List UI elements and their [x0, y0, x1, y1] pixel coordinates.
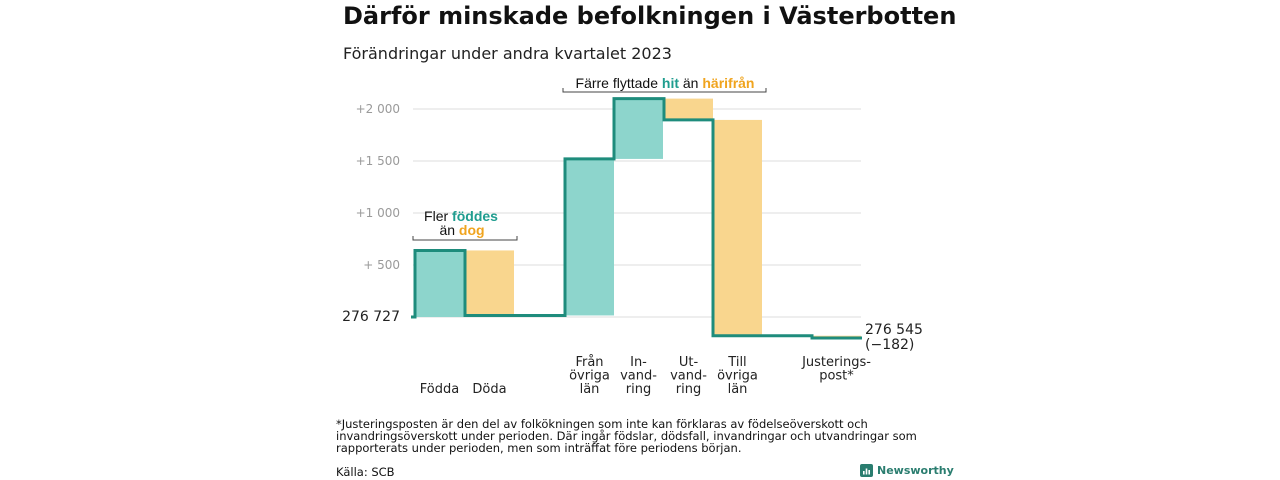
- births-highlight: föddes: [452, 208, 498, 224]
- moves-in-highlight: hit: [662, 75, 679, 91]
- births-annotation-prefix2: än: [439, 222, 458, 238]
- footnote: *Justeringsposten är den del av folkökni…: [336, 417, 917, 455]
- chart-subtitle: Förändringar under andra kvartalet 2023: [343, 44, 672, 63]
- y-tick-label: +1 000: [356, 206, 400, 220]
- bar-4: [664, 98, 713, 120]
- bars: [415, 98, 861, 339]
- births-bracket: [412, 236, 518, 241]
- y-tick-label: +1 500: [356, 154, 400, 168]
- y-tick-label: +2 000: [356, 102, 400, 116]
- category-label: Födda: [420, 382, 459, 397]
- moves-bracket: [562, 88, 767, 93]
- moves-annotation: Färre flyttade hit än härifrån: [576, 75, 755, 91]
- bar-2: [565, 158, 614, 316]
- category-label: Från: [575, 355, 603, 370]
- births-annotation-line1: Fler föddes: [424, 208, 498, 224]
- source-label: Källa: SCB: [336, 465, 395, 479]
- category-label: In-: [630, 355, 647, 370]
- gridlines: [413, 108, 861, 318]
- births-annotation-line2: än dog: [439, 222, 484, 238]
- moves-annotation-prefix: Färre flyttade: [576, 75, 662, 91]
- brand-name: Newsworthy: [877, 464, 954, 477]
- category-label: övriga: [569, 369, 610, 384]
- category-label: post*: [819, 369, 854, 384]
- category-label: övriga: [717, 369, 758, 384]
- brand-logo: Newsworthy: [860, 464, 954, 477]
- category-label: ring: [676, 382, 701, 397]
- category-label: län: [580, 382, 600, 397]
- moves-out-highlight: härifrån: [702, 75, 754, 91]
- category-label: Justerings-: [801, 355, 871, 370]
- end-change-label: (−182): [865, 337, 914, 353]
- category-label: Döda: [472, 382, 506, 397]
- category-label: ring: [626, 382, 651, 397]
- bar-0: [415, 250, 464, 317]
- bar-5: [713, 119, 762, 336]
- category-label: vand-: [670, 369, 707, 384]
- end-value-label: 276 545: [865, 322, 923, 338]
- bar-1: [465, 250, 514, 316]
- step-line-path: [411, 97, 862, 340]
- bar-3: [614, 98, 663, 159]
- newsworthy-logo-icon: [860, 464, 873, 477]
- births-annotation-prefix: Fler: [424, 208, 452, 224]
- chart-title: Därför minskade befolkningen i Västerbot…: [343, 2, 957, 30]
- category-label: vand-: [620, 369, 657, 384]
- category-label: län: [728, 382, 748, 397]
- moves-annotation-middle: än: [679, 75, 702, 91]
- start-value-label: 276 727: [342, 309, 400, 325]
- category-label: Ut-: [679, 355, 699, 370]
- y-tick-label: + 500: [363, 258, 400, 272]
- deaths-highlight: dog: [459, 222, 485, 238]
- step-line: [411, 97, 862, 340]
- category-label: Till: [727, 355, 746, 370]
